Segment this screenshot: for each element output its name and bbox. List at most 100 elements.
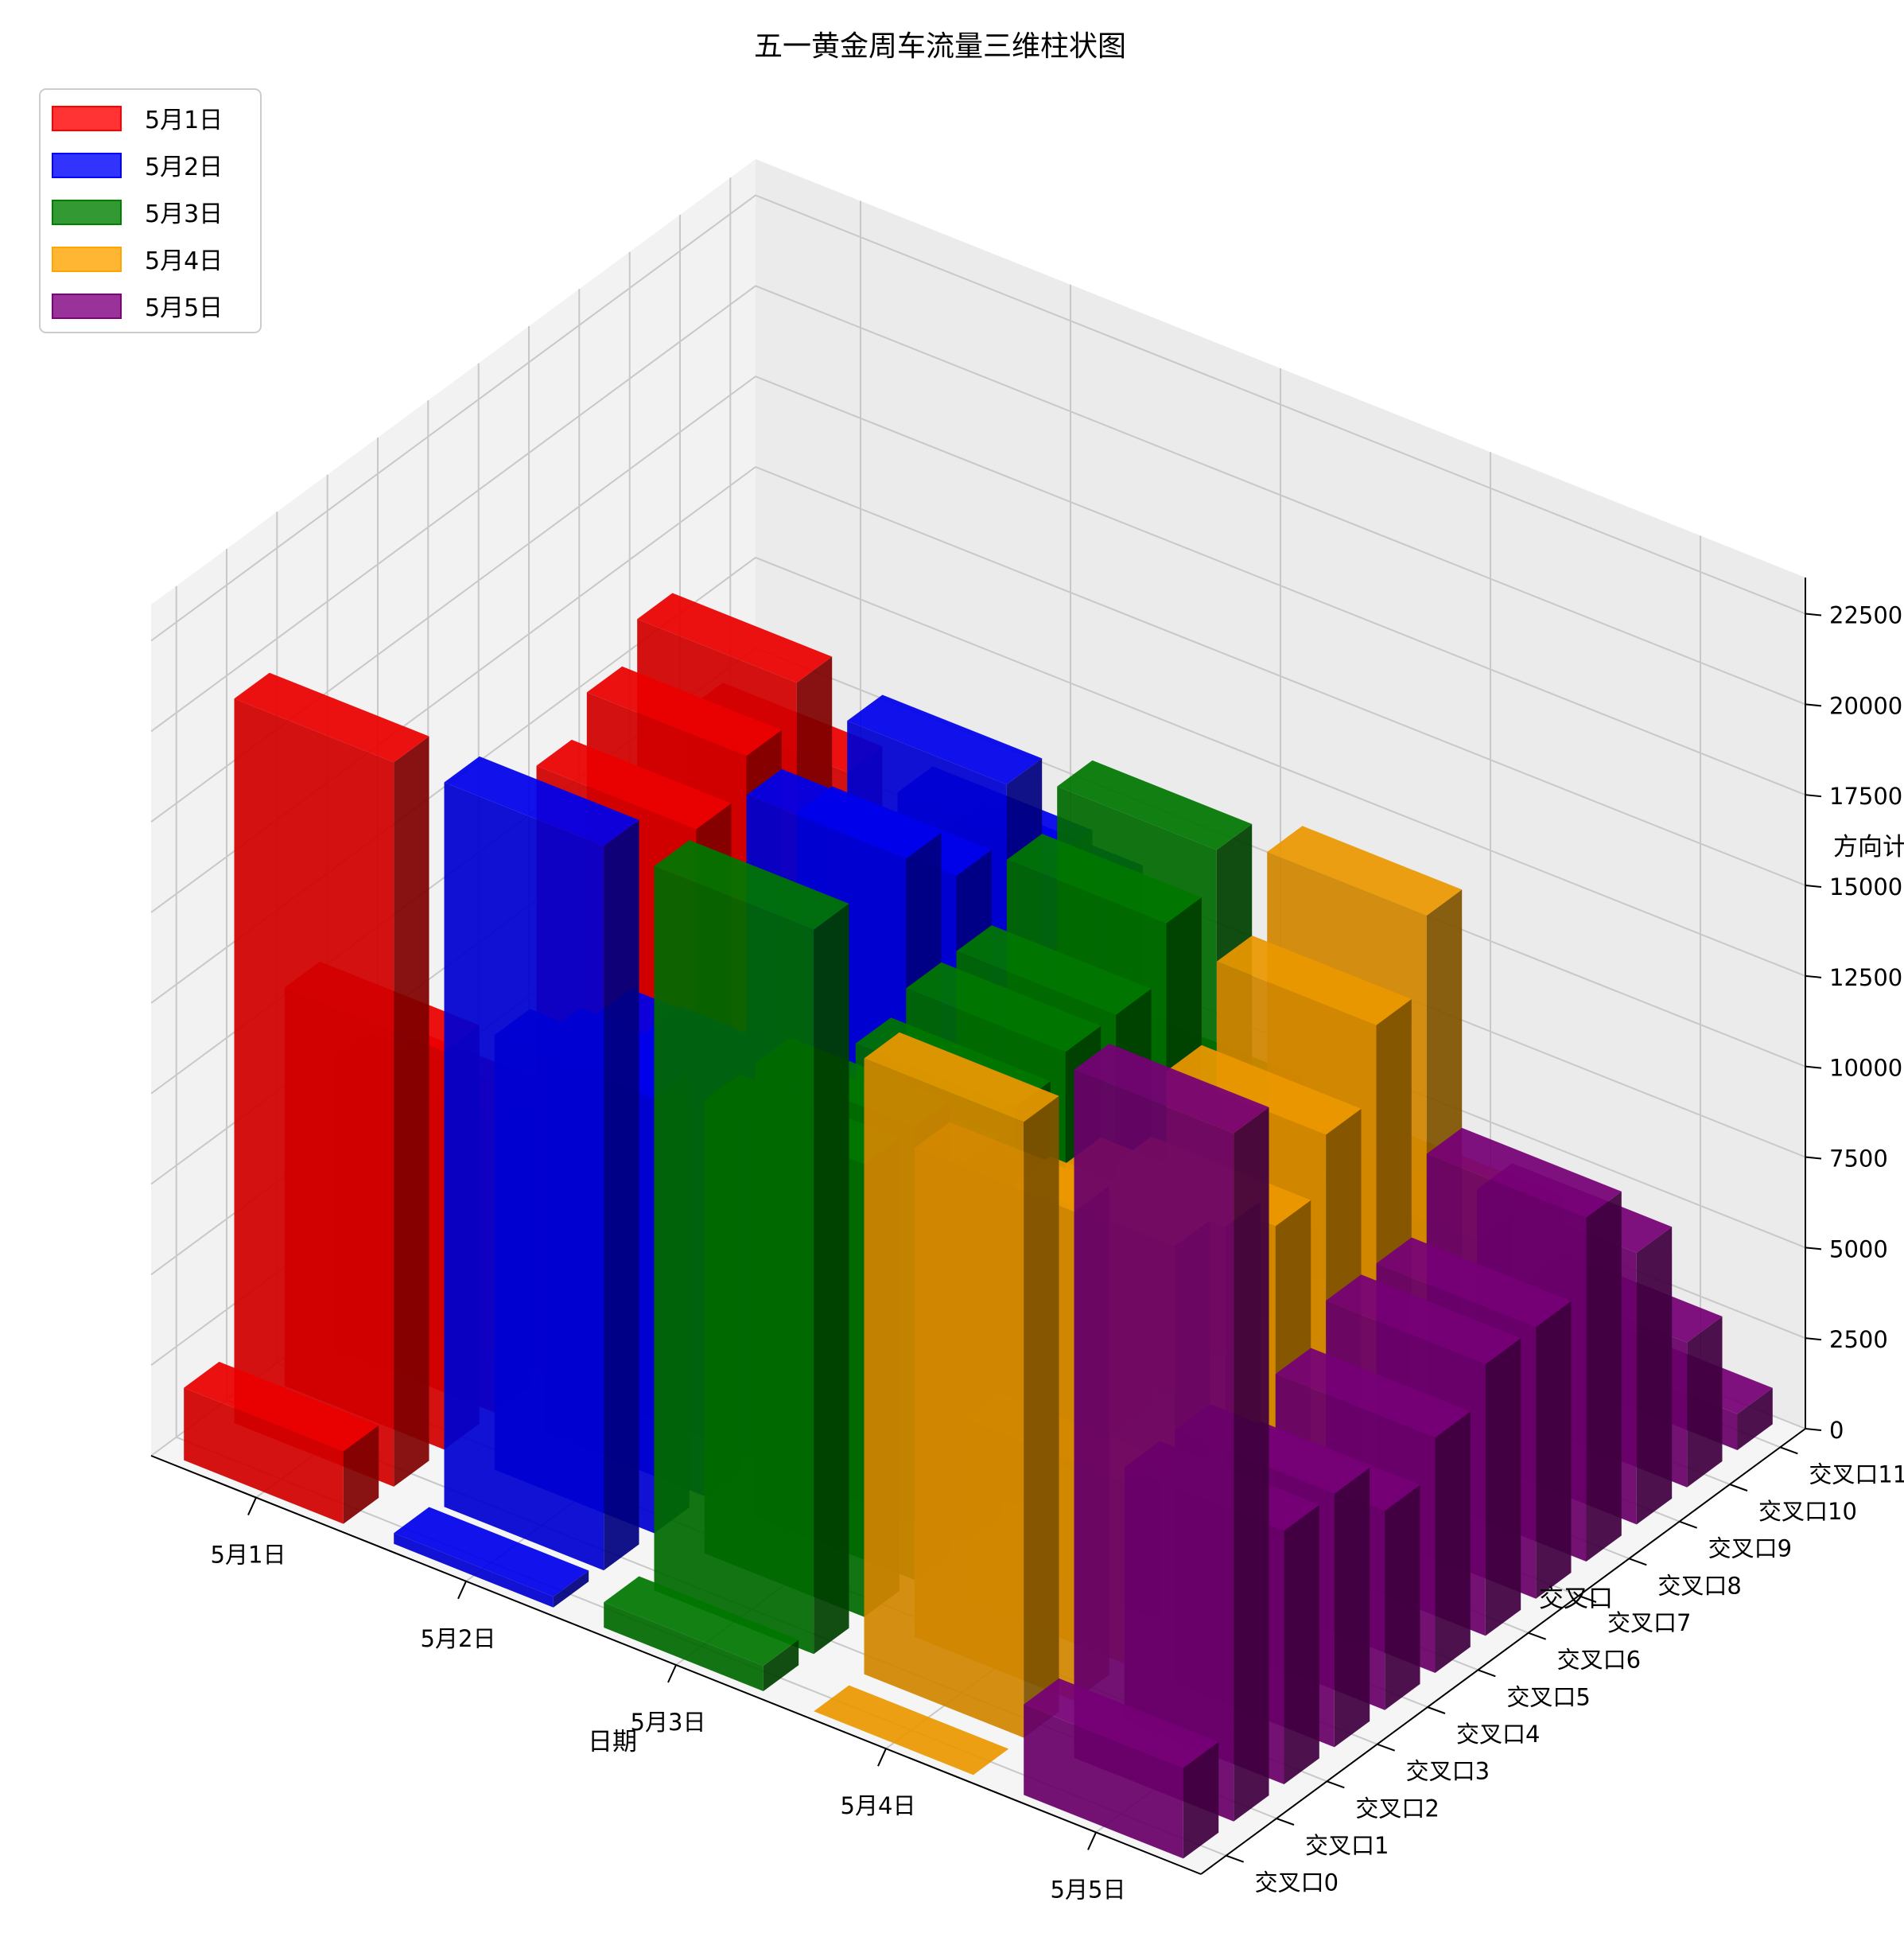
bar-front-face [394, 1533, 554, 1608]
z-tick [1805, 1247, 1822, 1250]
bar-side-face [1385, 1484, 1420, 1710]
bar-top-face [444, 756, 639, 846]
y-tick-label: 交叉口0 [1255, 1869, 1339, 1896]
bar-side-face [604, 819, 639, 1571]
bar-top-face [1426, 1127, 1622, 1218]
bar-top-face [1166, 1044, 1362, 1135]
bar-side-face [1687, 1316, 1723, 1488]
legend-label: 5月2日 [145, 154, 223, 181]
z-tick [1805, 703, 1822, 707]
bar-top-face [1326, 1274, 1521, 1364]
y-tick [1729, 1484, 1748, 1492]
bar-front-face [444, 782, 604, 1571]
z-grid-line [150, 285, 1806, 733]
bar-top-face [847, 694, 1043, 785]
legend-label: 5月4日 [145, 247, 223, 275]
bar-front-face [864, 1058, 1024, 1738]
z-tick-label: 22500 [1829, 602, 1902, 629]
bar [814, 1685, 1009, 1776]
bar-front-face [234, 698, 394, 1487]
y-tick [1326, 1780, 1345, 1789]
y-axis-line [1200, 1428, 1806, 1875]
x-tick [247, 1497, 257, 1516]
y-tick [1779, 1446, 1798, 1455]
bar-top-face [746, 768, 942, 859]
y-tick [1427, 1706, 1446, 1714]
bar-side-face [763, 1639, 799, 1691]
bar [1074, 1044, 1269, 1822]
bar-top-face [814, 1685, 1009, 1776]
y-tick [1528, 1632, 1547, 1640]
z-tick-label: 7500 [1829, 1145, 1888, 1173]
bar-front-face [1074, 1069, 1234, 1822]
bar [184, 1361, 379, 1524]
x-tick-label: 5月2日 [421, 1625, 496, 1652]
bar-front-face [184, 1387, 344, 1524]
bar-top-face [234, 672, 429, 763]
y-tick-label: 交叉口2 [1355, 1795, 1439, 1822]
legend-swatch [52, 294, 122, 319]
bar-side-face [814, 904, 849, 1655]
z-tick [1805, 974, 1822, 978]
bar-top-face [637, 593, 833, 683]
z-tick-label: 0 [1829, 1417, 1844, 1444]
y-tick-label: 交叉口1 [1305, 1832, 1389, 1859]
bar-top-face [536, 739, 732, 830]
bar-side-face [553, 1570, 589, 1608]
bar [604, 1576, 799, 1691]
bar-top-face [1024, 1678, 1219, 1768]
bar-front-face [604, 1602, 764, 1691]
y-tick-label: 交叉口11 [1809, 1461, 1904, 1488]
y-tick [1276, 1818, 1295, 1826]
bar [234, 672, 429, 1487]
legend: 5月1日 5月2日 5月3日 5月4日 5月5日 [39, 88, 262, 333]
legend-swatch [52, 153, 122, 178]
z-tick [1805, 1428, 1822, 1431]
x-axis-label: 日期 [588, 1728, 637, 1756]
bar [444, 756, 639, 1571]
bar-side-face [1234, 1107, 1269, 1822]
bar-front-face [1024, 1704, 1183, 1859]
bar-top-face [906, 962, 1102, 1052]
z-tick-label: 2500 [1829, 1326, 1888, 1353]
bar-side-face [1435, 1411, 1471, 1673]
z-grid-line [150, 194, 1806, 642]
bar-side-face [1024, 1095, 1059, 1738]
bar-side-face [343, 1425, 379, 1524]
y-tick-label: 交叉口8 [1657, 1572, 1741, 1599]
z-tick [1805, 1337, 1822, 1341]
bar-top-face [1006, 834, 1202, 924]
x-tick [667, 1664, 677, 1683]
bar-top-face [1275, 1348, 1471, 1438]
y-tick-label: 交叉口9 [1708, 1535, 1792, 1562]
z-tick-label: 10000 [1829, 1055, 1902, 1082]
bar-front-face [814, 1711, 973, 1776]
bar-top-face [654, 840, 849, 930]
bar-top-face [586, 666, 782, 757]
bar-top-face [956, 925, 1152, 1015]
bars-group [184, 593, 1773, 1859]
y-tick [1578, 1595, 1597, 1603]
x-tick [1087, 1831, 1097, 1850]
z-tick [1805, 885, 1822, 889]
bar-top-face [1057, 760, 1253, 850]
x-tick-label: 5月1日 [211, 1542, 286, 1569]
x-tick-label: 5月3日 [631, 1709, 706, 1736]
x-tick [457, 1581, 467, 1600]
z-tick-label: 12500 [1829, 964, 1902, 991]
y-tick-label: 交叉口6 [1557, 1647, 1641, 1674]
z-tick-label: 20000 [1829, 692, 1902, 719]
y-axis-label: 交叉口 [1539, 1585, 1613, 1613]
bar-side-face [1334, 1468, 1370, 1748]
y-tick-label: 交叉口7 [1607, 1609, 1691, 1636]
z-tick [1805, 1156, 1822, 1160]
z-axis-label: 方向计 [1833, 833, 1904, 862]
legend-label: 5月5日 [145, 294, 223, 322]
legend-label: 5月3日 [145, 200, 223, 228]
y-tick [1226, 1854, 1245, 1863]
y-tick [1477, 1669, 1496, 1678]
y-tick-label: 交叉口4 [1456, 1721, 1540, 1748]
bar [1024, 1678, 1219, 1859]
bar [654, 840, 849, 1655]
